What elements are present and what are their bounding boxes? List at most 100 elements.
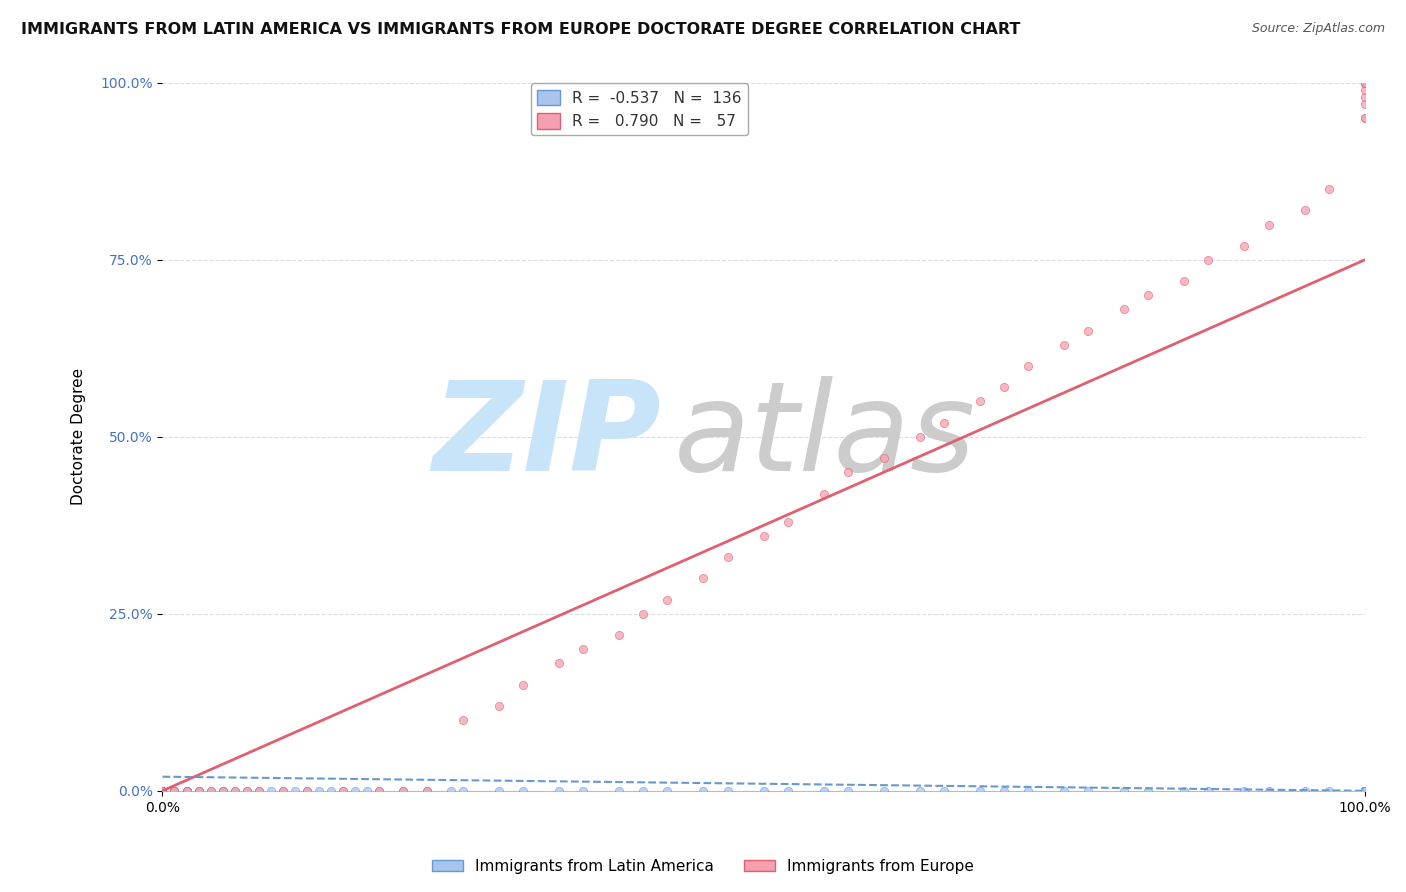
Point — [548, 784, 571, 798]
Point — [716, 550, 738, 565]
Point — [969, 784, 991, 798]
Point — [776, 515, 799, 529]
Point — [1354, 784, 1376, 798]
Point — [1077, 784, 1099, 798]
Point — [1354, 784, 1376, 798]
Point — [932, 416, 955, 430]
Point — [152, 784, 174, 798]
Point — [1354, 784, 1376, 798]
Point — [152, 784, 174, 798]
Point — [247, 784, 270, 798]
Point — [1354, 784, 1376, 798]
Point — [176, 784, 198, 798]
Point — [1137, 288, 1160, 302]
Point — [692, 572, 714, 586]
Point — [1354, 784, 1376, 798]
Point — [1294, 784, 1316, 798]
Point — [1317, 182, 1340, 196]
Point — [284, 784, 307, 798]
Point — [908, 784, 931, 798]
Point — [1354, 784, 1376, 798]
Point — [367, 784, 389, 798]
Point — [1354, 784, 1376, 798]
Y-axis label: Doctorate Degree: Doctorate Degree — [72, 368, 86, 506]
Point — [813, 486, 835, 500]
Point — [1354, 784, 1376, 798]
Point — [1354, 90, 1376, 104]
Point — [211, 784, 233, 798]
Point — [152, 784, 174, 798]
Point — [1354, 784, 1376, 798]
Point — [633, 607, 655, 621]
Point — [271, 784, 294, 798]
Point — [1197, 784, 1219, 798]
Point — [1354, 784, 1376, 798]
Point — [451, 713, 474, 727]
Point — [319, 784, 342, 798]
Point — [607, 628, 630, 642]
Point — [1173, 274, 1195, 288]
Point — [1354, 784, 1376, 798]
Point — [1354, 784, 1376, 798]
Point — [152, 784, 174, 798]
Point — [657, 784, 679, 798]
Point — [837, 465, 859, 479]
Point — [1354, 784, 1376, 798]
Point — [1233, 784, 1256, 798]
Point — [152, 784, 174, 798]
Point — [1354, 784, 1376, 798]
Point — [1354, 784, 1376, 798]
Point — [1354, 784, 1376, 798]
Point — [1354, 97, 1376, 112]
Point — [1257, 784, 1279, 798]
Point — [1354, 784, 1376, 798]
Point — [908, 430, 931, 444]
Point — [1354, 112, 1376, 126]
Point — [1077, 324, 1099, 338]
Point — [1354, 784, 1376, 798]
Point — [235, 784, 257, 798]
Point — [163, 784, 186, 798]
Point — [1354, 76, 1376, 90]
Point — [152, 784, 174, 798]
Point — [813, 784, 835, 798]
Point — [187, 784, 209, 798]
Point — [752, 784, 775, 798]
Point — [1197, 252, 1219, 267]
Point — [163, 784, 186, 798]
Point — [1354, 784, 1376, 798]
Point — [1354, 784, 1376, 798]
Point — [1354, 784, 1376, 798]
Point — [1354, 784, 1376, 798]
Point — [1354, 83, 1376, 97]
Point — [752, 529, 775, 543]
Point — [1354, 784, 1376, 798]
Point — [837, 784, 859, 798]
Point — [633, 784, 655, 798]
Point — [572, 642, 595, 657]
Point — [176, 784, 198, 798]
Text: Source: ZipAtlas.com: Source: ZipAtlas.com — [1251, 22, 1385, 36]
Point — [1017, 784, 1039, 798]
Point — [176, 784, 198, 798]
Point — [1354, 784, 1376, 798]
Point — [343, 784, 366, 798]
Point — [152, 784, 174, 798]
Point — [1354, 784, 1376, 798]
Point — [1354, 784, 1376, 798]
Point — [512, 784, 534, 798]
Point — [1354, 784, 1376, 798]
Point — [152, 784, 174, 798]
Point — [152, 784, 174, 798]
Point — [1354, 784, 1376, 798]
Point — [1017, 359, 1039, 373]
Point — [451, 784, 474, 798]
Point — [1354, 784, 1376, 798]
Point — [1354, 784, 1376, 798]
Point — [1354, 784, 1376, 798]
Point — [488, 784, 510, 798]
Point — [1354, 784, 1376, 798]
Point — [1354, 784, 1376, 798]
Point — [1354, 784, 1376, 798]
Point — [548, 657, 571, 671]
